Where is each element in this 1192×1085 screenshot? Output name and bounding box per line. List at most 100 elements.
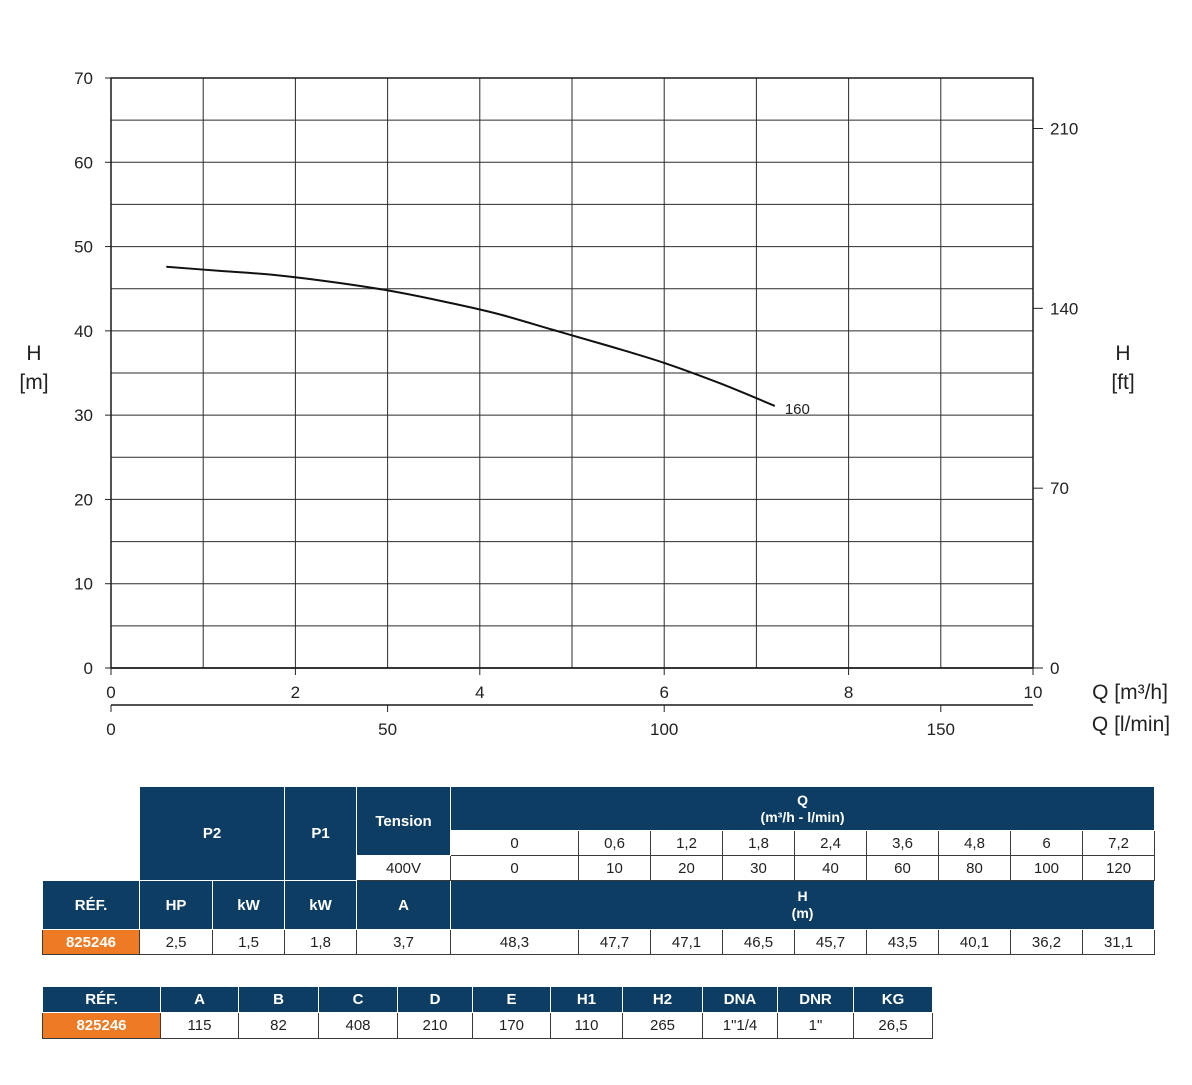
- p1-kw-header: kW: [284, 880, 358, 930]
- x2-tick-label: 150: [927, 720, 955, 739]
- chart-grid: [110, 77, 1034, 669]
- h-value-cell: 36,2: [1010, 929, 1084, 955]
- h-value-cell: 46,5: [722, 929, 796, 955]
- q-lmin-cell: 80: [938, 855, 1012, 881]
- dimension-value-cell: 26,5: [853, 1012, 933, 1039]
- q-lmin-row: 400V 0 10 20 30 40 60 80 100 120: [43, 855, 1156, 881]
- y2-tick-label: 70: [1050, 479, 1069, 498]
- h-value-cell: 48,3: [450, 929, 580, 955]
- q-m3h-cell: 0: [450, 830, 580, 856]
- q-m3h-cell: 7,2: [1082, 830, 1156, 856]
- q-lmin-cell: 120: [1082, 855, 1156, 881]
- x2-tick-label: 0: [106, 720, 115, 739]
- x-axis-secondary-label: Q [l/min]: [1092, 713, 1170, 736]
- dimension-ref-value: 825246: [42, 1012, 161, 1039]
- series-line-160: [166, 265, 776, 407]
- dimension-header-cell: A: [160, 986, 239, 1013]
- q-lmin-cell: 10: [578, 855, 652, 881]
- h-header-title: H: [797, 888, 808, 904]
- q-m3h-cell: 2,4: [794, 830, 868, 856]
- y-axis-right-label-line1: H: [1115, 342, 1130, 365]
- y-tick-label: 30: [74, 406, 93, 425]
- x-axis-ticks: 0 2 4 6 8 10: [106, 667, 1043, 702]
- dimension-value-cell: 115: [160, 1012, 239, 1039]
- y-axis-right-ticks: 0 70 140 210: [1033, 120, 1078, 678]
- dimension-value-cell: 1": [777, 1012, 854, 1039]
- x-tick-label: 0: [106, 683, 115, 702]
- q-lmin-cell: 100: [1010, 855, 1084, 881]
- tension-header: Tension: [356, 786, 452, 856]
- y-tick-label: 10: [74, 575, 93, 594]
- y-tick-label: 50: [74, 238, 93, 257]
- q-header-units: (m³/h - l/min): [760, 808, 845, 825]
- y2-tick-label: 0: [1050, 659, 1059, 678]
- h-value-cell: 40,1: [938, 929, 1012, 955]
- y-tick-label: 60: [74, 153, 93, 172]
- y-axis-right-label-line2: [ft]: [1111, 371, 1134, 394]
- h-value-cell: 45,7: [794, 929, 868, 955]
- dimension-value-cell: 408: [318, 1012, 398, 1039]
- q-m3h-cell: 6: [1010, 830, 1084, 856]
- x-tick-label: 8: [844, 683, 853, 702]
- y-axis-left-label-line1: H: [26, 342, 41, 365]
- series-label: 160: [785, 401, 810, 418]
- q-lmin-cell: 20: [650, 855, 724, 881]
- x-tick-label: 10: [1024, 683, 1043, 702]
- dimensions-header-row: RÉF. A B C D E H1 H2 DNA DNR KG: [42, 986, 933, 1013]
- p1-kw-value: 1,8: [284, 929, 358, 955]
- ref-value: 825246: [42, 929, 140, 955]
- dimension-header-cell: DNA: [702, 986, 778, 1013]
- dimension-header-cell: DNR: [777, 986, 854, 1013]
- x-axis-label: Q [m³/h]: [1092, 681, 1168, 704]
- q-lmin-cell: 0: [450, 855, 580, 881]
- y-tick-label: 0: [84, 659, 93, 678]
- q-m3h-cell: 3,6: [866, 830, 940, 856]
- x2-tick-label: 100: [650, 720, 678, 739]
- h-value-cell: 47,1: [650, 929, 724, 955]
- q-lmin-cell: 30: [722, 855, 796, 881]
- dimension-value-cell: 1"1/4: [702, 1012, 778, 1039]
- x-tick-label: 2: [291, 683, 300, 702]
- p2-kw-header: kW: [211, 880, 286, 930]
- h-value-cell: 31,1: [1082, 929, 1156, 955]
- p2-kw-value: 1,5: [211, 929, 286, 955]
- dimension-header-cell: C: [318, 986, 398, 1013]
- pump-performance-chart: 0 10 20 30 40 50 60 70 0 70 140 210 0 2 4 6 8 10 0 50 100…: [19, 69, 1170, 739]
- performance-table: P2 P1 Tension Q (m³/h - l/min) 0 0,6 1,2 1,…: [42, 786, 1156, 955]
- dimension-header-cell: H1: [550, 986, 623, 1013]
- dimension-value-cell: 110: [550, 1012, 623, 1039]
- dimensions-table: RÉF. A B C D E H1 H2 DNA DNR KG 825246 115 82 408 210 1…: [42, 986, 933, 1039]
- q-lmin-cell: 60: [866, 855, 940, 881]
- dimension-header-cell: KG: [853, 986, 933, 1013]
- hp-header: HP: [139, 880, 213, 930]
- p1-header: P1: [284, 786, 358, 881]
- ref-header: RÉF.: [42, 880, 140, 930]
- voltage-value: 400V: [356, 855, 452, 881]
- h-header-units: (m): [791, 905, 814, 921]
- y-tick-label: 70: [74, 69, 93, 88]
- x-axis-secondary-ticks: 0 50 100 150: [106, 704, 1033, 739]
- dimension-value-cell: 82: [238, 1012, 319, 1039]
- dimension-value-cell: 170: [472, 1012, 551, 1039]
- q-m3h-cell: 0,6: [578, 830, 652, 856]
- dimension-header-cell: H2: [622, 986, 703, 1013]
- amp-header: A: [356, 880, 452, 930]
- y-tick-label: 40: [74, 322, 93, 341]
- dimensions-value-row: 825246 115 82 408 210 170 110 265 1"1/4 1" 26,5: [42, 1012, 933, 1039]
- amp-value: 3,7: [356, 929, 452, 955]
- dimension-header-cell: D: [397, 986, 473, 1013]
- y-tick-label: 20: [74, 490, 93, 509]
- q-m3h-row: 0 0,6 1,2 1,8 2,4 3,6 4,8 6 7,2: [43, 830, 1156, 856]
- x-tick-label: 6: [659, 683, 668, 702]
- y-axis-left-label-line2: [m]: [19, 371, 48, 394]
- chart-lines: 160: [166, 265, 810, 418]
- h-values-row: 825246 2,5 1,5 1,8 3,7 48,3 47,7 47,1 46,5 4…: [42, 929, 1156, 955]
- x-tick-label: 4: [475, 683, 484, 702]
- q-header: Q (m³/h - l/min): [450, 786, 1156, 831]
- x2-tick-label: 50: [378, 720, 397, 739]
- hp-value: 2,5: [139, 929, 213, 955]
- empty-corner: [42, 786, 140, 881]
- h-header: H (m): [450, 880, 1156, 930]
- dimension-header-cell: B: [238, 986, 319, 1013]
- p2-header: P2: [138, 786, 286, 881]
